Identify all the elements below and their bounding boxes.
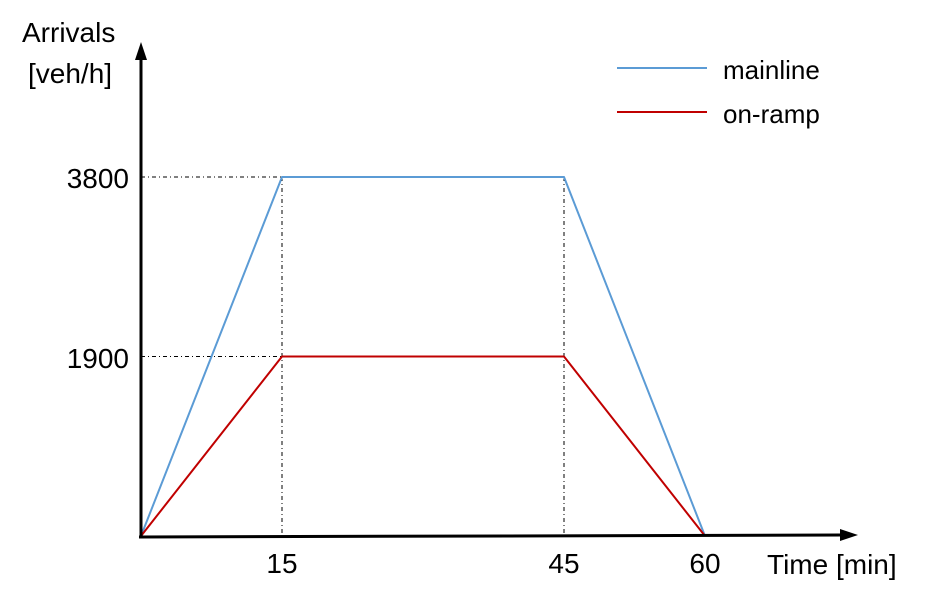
series-line-mainline: [140, 176, 706, 537]
y-tick-label-1900: 1900: [67, 343, 129, 374]
series-line-on-ramp: [140, 355, 706, 537]
y-axis-label-line2: [veh/h]: [28, 58, 112, 89]
legend-label-on-ramp: on-ramp: [723, 99, 820, 129]
y-tick-label-3800: 3800: [67, 163, 129, 194]
legend-label-mainline: mainline: [723, 55, 820, 85]
x-tick-label-15: 15: [266, 548, 297, 579]
axes: [135, 42, 858, 541]
x-axis-label: Time [min]: [767, 549, 897, 580]
x-tick-label-45: 45: [548, 548, 579, 579]
legend: mainline on-ramp: [617, 55, 820, 129]
x-tick-label-60: 60: [689, 548, 720, 579]
y-axis-label-line1: Arrivals: [22, 17, 115, 48]
x-axis: [138, 533, 843, 539]
y-axis-arrow: [135, 42, 147, 60]
x-axis-arrow: [840, 529, 858, 541]
series-group: [140, 176, 706, 537]
